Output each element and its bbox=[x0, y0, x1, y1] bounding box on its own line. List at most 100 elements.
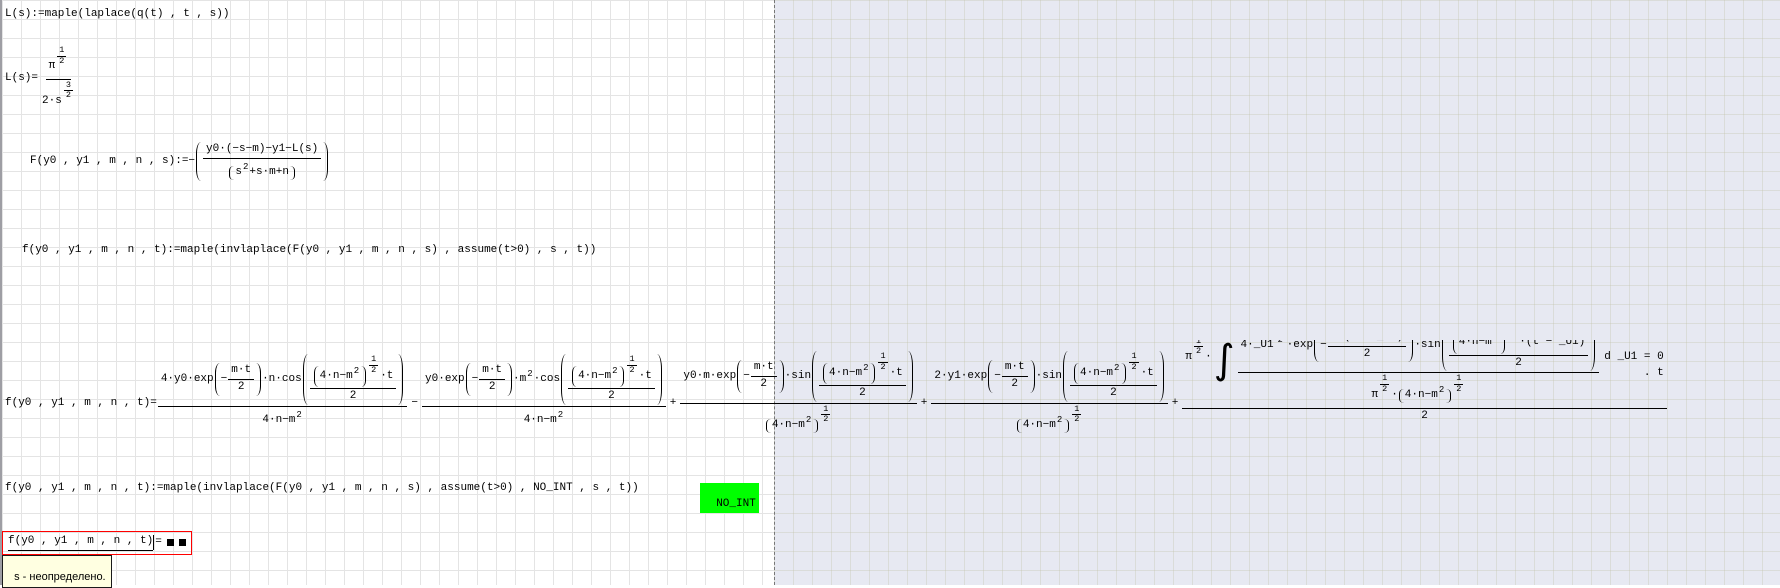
paren-left bbox=[229, 165, 234, 180]
quad-term: 4·n−m bbox=[1080, 366, 1114, 379]
paren-right bbox=[323, 142, 329, 181]
plus-sign: + bbox=[1171, 396, 1179, 409]
minus-sign: − bbox=[220, 372, 228, 385]
noint-highlight-badge[interactable]: NO_INT bbox=[700, 483, 759, 513]
plus-sign: + bbox=[920, 396, 928, 409]
paren-right bbox=[361, 366, 367, 387]
times-t-minus-u1: ·(t − _U1) bbox=[1519, 340, 1586, 349]
pi-symbol: π bbox=[48, 60, 56, 73]
paren-right bbox=[398, 354, 404, 405]
paren-left bbox=[214, 363, 220, 396]
plus-sign: + bbox=[669, 396, 677, 409]
quad-term: 4·n−m bbox=[578, 369, 612, 382]
exponent-2: 2 bbox=[557, 409, 564, 420]
exponent-2: 2 bbox=[805, 415, 812, 426]
paren-left bbox=[1441, 340, 1447, 372]
term5-fraction: π 12 · ∫ 4·_U1 12 ·exp − m·(t − _U1)2 ·s… bbox=[1182, 340, 1667, 425]
paren-left bbox=[765, 418, 771, 433]
trig-arg-group: 4·n−m 2 12 ·(t − _U1) 2 bbox=[1441, 340, 1597, 372]
page-break-line bbox=[774, 0, 775, 585]
exponent-2: 2 bbox=[1056, 415, 1063, 426]
denominator: 4·n−m 2 bbox=[262, 409, 302, 426]
paren-right bbox=[507, 363, 513, 396]
expression-F-definition[interactable]: F(y0 , y1 , m , n , s):=− y0·(−s−m)−y1−L… bbox=[30, 142, 329, 181]
placeholder-square[interactable] bbox=[166, 539, 174, 547]
paren-right bbox=[1590, 340, 1596, 372]
coef: y0·m·exp bbox=[683, 369, 737, 382]
equals-sign: = bbox=[155, 536, 162, 548]
exponent-one-half: 12 bbox=[1276, 340, 1285, 345]
paren-left bbox=[988, 360, 993, 393]
exp-arg-group: − m·t 2 bbox=[736, 360, 784, 393]
paren-left bbox=[465, 363, 471, 396]
times-t: ·t bbox=[1140, 366, 1154, 379]
paren-left bbox=[812, 351, 817, 402]
math-text: L(s):=maple(laplace(q(t) , t , s)) bbox=[5, 8, 230, 20]
times-dot: · bbox=[1391, 388, 1398, 401]
expression-f-result[interactable]: f(y0 , y1 , m , n , t)= 4·y0·exp − m·t 2 … bbox=[5, 340, 1780, 468]
quad-term: 4·n−m bbox=[1458, 340, 1492, 349]
denominator: 2 bbox=[1421, 409, 1428, 422]
fraction: y0·(−s−m)−y1−L(s) s 2 +s·m+n bbox=[203, 142, 322, 181]
paren-left bbox=[1398, 388, 1404, 403]
integral-sign: ∫ bbox=[1213, 340, 1235, 383]
paren-right bbox=[1159, 351, 1164, 402]
pi-symbol: π bbox=[1371, 388, 1379, 401]
expression-f-definition-noint[interactable]: f(y0 , y1 , m , n , t):=maple(invlaplace… bbox=[5, 482, 639, 496]
times-t: ·t bbox=[380, 369, 394, 382]
worksheet-offpage-area[interactable] bbox=[774, 0, 1780, 585]
paren-right bbox=[908, 351, 913, 402]
paren-left bbox=[823, 363, 828, 384]
expression-L-definition[interactable]: L(s):=maple(laplace(q(t) , t , s)) bbox=[5, 8, 229, 22]
quad-term: 4·n−m bbox=[829, 366, 863, 379]
paren-left bbox=[196, 142, 201, 181]
paren-right bbox=[1408, 340, 1414, 363]
exponent-2: 2 bbox=[612, 365, 618, 376]
exponent-2: 2 bbox=[296, 409, 302, 420]
times-t: ·t bbox=[638, 369, 652, 382]
bound-upper: . t bbox=[1643, 367, 1664, 380]
paren-left bbox=[1063, 351, 1068, 402]
numerator: y0·(−s−m)−y1−L(s) bbox=[203, 142, 322, 159]
quad-term: 4·n−m bbox=[1404, 388, 1438, 401]
pi-symbol: π bbox=[1185, 351, 1192, 364]
coef: 2·y1·exp bbox=[934, 369, 988, 382]
integral-bounds: d _U1 = 0 . t bbox=[1604, 351, 1663, 382]
paren-left bbox=[1074, 363, 1079, 384]
placeholder-square[interactable] bbox=[178, 539, 186, 547]
expression-f-definition[interactable]: f(y0 , y1 , m , n , t):=maple(invlaplace… bbox=[22, 244, 596, 258]
worksheet-page[interactable] bbox=[0, 0, 774, 585]
paren-right bbox=[813, 418, 819, 433]
exponent-2: 2 bbox=[242, 162, 249, 173]
cos-label: ·cos bbox=[533, 372, 561, 385]
paren-right bbox=[870, 363, 876, 384]
expression-f-eval-error[interactable]: f(y0 , y1 , m , n , t) = bbox=[2, 531, 192, 555]
paren-right bbox=[1121, 363, 1127, 384]
den-s: s bbox=[235, 165, 242, 178]
paren-left bbox=[1016, 418, 1022, 433]
den-rest: +s·m+n bbox=[249, 165, 289, 178]
times-t: ·t bbox=[889, 366, 903, 379]
exp-arg-group: − m·t 2 bbox=[987, 360, 1035, 393]
math-head: f(y0 , y1 , m , n , t)= bbox=[5, 396, 157, 409]
